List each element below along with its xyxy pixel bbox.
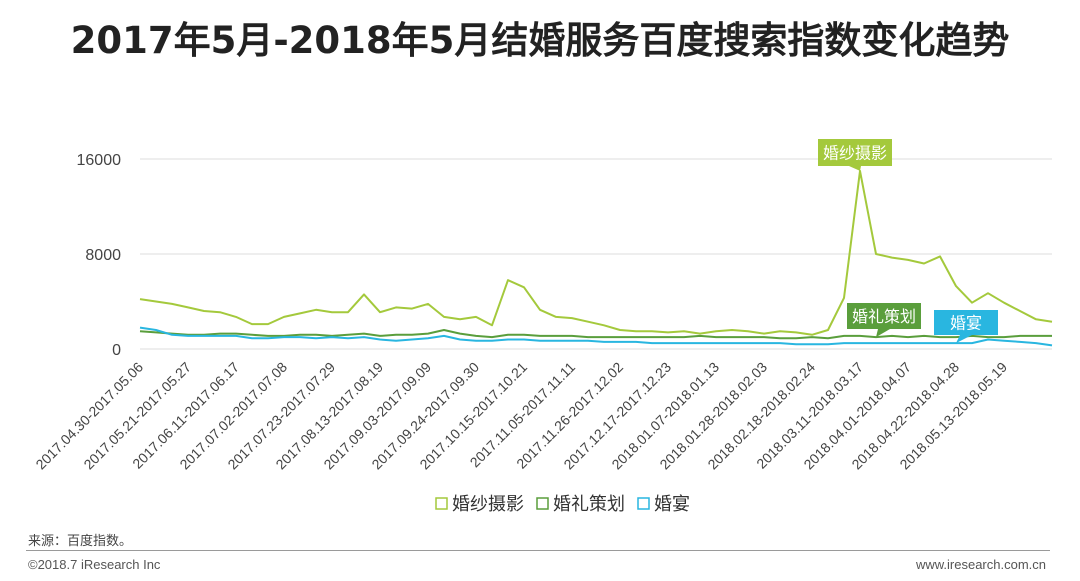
series-line-hunshasheying (139, 169, 1053, 336)
legend-swatch (435, 497, 448, 510)
callout-box (818, 139, 892, 166)
legend-swatch (536, 497, 549, 510)
legend-swatch (637, 497, 650, 510)
legend-label: 婚宴 (654, 493, 690, 515)
y-tick-label: 0 (112, 342, 121, 359)
callout-box (934, 310, 998, 335)
website-link[interactable]: www.iresearch.com.cn (915, 557, 1046, 572)
legend-label: 婚纱摄影 (452, 494, 524, 515)
callout-label: 婚礼策划 (852, 307, 916, 326)
chart-title: 2017年5月-2018年5月结婚服务百度搜索指数变化趋势 (70, 19, 1010, 62)
series-line-hunyan (139, 326, 1053, 347)
source-note: 来源：百度指数。 (28, 534, 133, 549)
y-tick-label: 8000 (85, 247, 121, 264)
callout-box (847, 303, 921, 329)
series-line-hunlicehua (139, 329, 1052, 340)
y-tick-label: 16000 (77, 152, 122, 169)
footer-divider (26, 550, 1050, 551)
legend-label: 婚礼策划 (553, 494, 625, 515)
callout-label: 婚宴 (950, 314, 982, 333)
callout-label: 婚纱摄影 (823, 144, 887, 163)
line-chart: 08000160002017.04.30-2017.05.062017.05.2… (32, 139, 1053, 515)
callout-pointer (956, 335, 972, 344)
callout-pointer (876, 329, 890, 338)
callout-pointer (849, 166, 861, 171)
copyright-text: ©2018.7 iResearch Inc (28, 557, 161, 572)
